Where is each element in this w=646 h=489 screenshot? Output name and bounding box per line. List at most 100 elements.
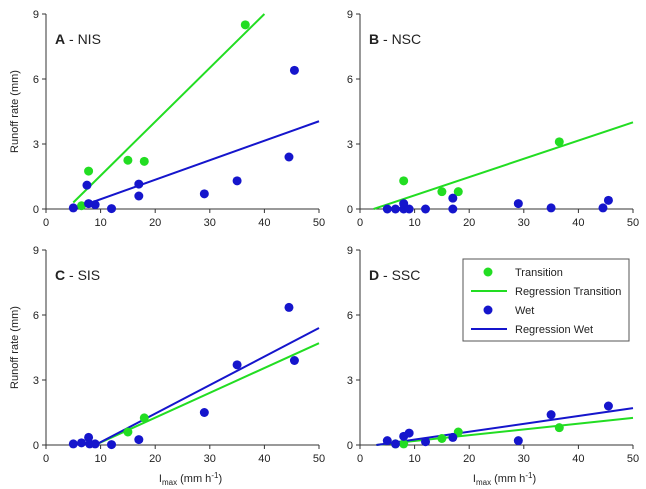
x-tick-label: 20 (463, 453, 475, 465)
x-tick-label: 30 (518, 217, 530, 229)
transition-point (123, 155, 133, 165)
y-tick-label: 0 (347, 204, 353, 216)
panel-a: 0 3 6 9 0 10 20 30 40 50 A - NIS Runoff rate (mm) (9, 9, 325, 229)
wet-point (603, 401, 613, 411)
wet-point (232, 360, 242, 370)
panel-title: B - NSC (369, 31, 421, 47)
wet-point (404, 428, 414, 438)
y-tick-label: 9 (33, 245, 39, 257)
x-tick-label: 50 (627, 217, 639, 229)
wet-point (448, 193, 458, 203)
x-tick-label: 50 (313, 453, 325, 465)
wet-point (390, 204, 400, 214)
panel-title: A - NIS (55, 31, 101, 47)
panel-b: 0 3 6 9 0 10 20 30 40 50 B - NSC (347, 9, 639, 229)
legend-label: Wet (515, 305, 534, 317)
wet-point (107, 204, 117, 214)
wet-point (404, 204, 414, 214)
wet-point (134, 435, 144, 445)
transition-point (139, 413, 149, 423)
wet-point (134, 191, 144, 201)
x-tick-label: 20 (149, 453, 161, 465)
x-axis-label-sup: -1 (211, 471, 219, 480)
panel-title: D - SSC (369, 267, 420, 283)
wet-point (232, 176, 242, 186)
transition-point (240, 20, 250, 30)
wet-point (68, 203, 78, 213)
panel-name: - NIS (65, 31, 101, 47)
transition-point (84, 166, 94, 176)
y-tick-label: 0 (347, 440, 353, 452)
x-tick-label: 40 (258, 217, 270, 229)
wet-point (546, 410, 556, 420)
y-tick-label: 0 (33, 440, 39, 452)
y-axis-label: Runoff rate (mm) (9, 306, 21, 389)
y-tick-label: 3 (347, 375, 353, 387)
transition-point (76, 201, 86, 211)
wet-point (90, 200, 100, 210)
x-tick-label: 10 (94, 453, 106, 465)
wet-point (390, 439, 400, 449)
wet-point (546, 203, 556, 213)
x-tick-label: 40 (258, 453, 270, 465)
x-tick-label: 30 (204, 217, 216, 229)
transition-point (437, 434, 447, 443)
wet-point (289, 65, 299, 75)
wet-point (107, 440, 117, 450)
wet-point (199, 408, 209, 417)
regression-wet-line (72, 120, 320, 210)
transition-point (399, 439, 409, 449)
x-tick-label: 0 (357, 453, 363, 465)
x-axis-label-close: ) (532, 473, 536, 485)
wet-point (76, 438, 86, 448)
regression-wet-line (376, 407, 634, 446)
x-tick-label: 50 (627, 453, 639, 465)
x-tick-label: 0 (357, 217, 363, 229)
transition-point (437, 187, 447, 197)
y-tick-label: 6 (33, 74, 39, 86)
y-tick-label: 3 (33, 375, 39, 387)
x-tick-label: 10 (408, 217, 420, 229)
x-axis-label-sub: max (162, 478, 177, 487)
x-tick-label: 20 (463, 217, 475, 229)
legend-label: Regression Wet (515, 324, 593, 336)
panel-letter: A (55, 31, 65, 47)
transition-point (123, 427, 133, 437)
panel-letter: C (55, 267, 65, 283)
x-axis-label-unit: (mm h (491, 473, 525, 485)
x-tick-label: 40 (572, 453, 584, 465)
wet-point (134, 179, 144, 189)
wet-point (284, 302, 294, 312)
legend-marker (483, 267, 493, 277)
wet-point (399, 199, 409, 209)
wet-point (284, 152, 294, 162)
x-axis-label-sup: -1 (525, 471, 533, 480)
panel-d: 0 3 6 9 0 10 20 30 40 50 D - SSC Imax (mm h-1) (347, 245, 639, 487)
x-axis-label: Imax (mm h-1) (473, 471, 536, 487)
x-axis-label-sub: max (476, 478, 491, 487)
wet-point (382, 204, 392, 214)
wet-point (448, 204, 458, 214)
wet-point (289, 356, 299, 365)
legend-marker (483, 305, 493, 315)
y-tick-label: 9 (347, 9, 353, 21)
wet-point (513, 199, 523, 209)
wet-point (603, 195, 613, 205)
wet-point (199, 189, 209, 199)
x-tick-label: 30 (204, 453, 216, 465)
panel-title: C - SIS (55, 267, 100, 283)
wet-point (382, 436, 392, 446)
transition-point (554, 137, 564, 147)
wet-point (448, 432, 458, 442)
y-tick-label: 6 (347, 74, 353, 86)
wet-point (421, 437, 431, 447)
x-tick-label: 10 (408, 453, 420, 465)
legend-label: Transition (515, 267, 563, 279)
y-tick-label: 0 (33, 204, 39, 216)
panel-letter: B (369, 31, 379, 47)
regression-wet-line (94, 327, 320, 446)
transition-point (139, 156, 149, 166)
panel-name: - SIS (65, 267, 100, 283)
y-axis-label: Runoff rate (mm) (9, 70, 21, 153)
